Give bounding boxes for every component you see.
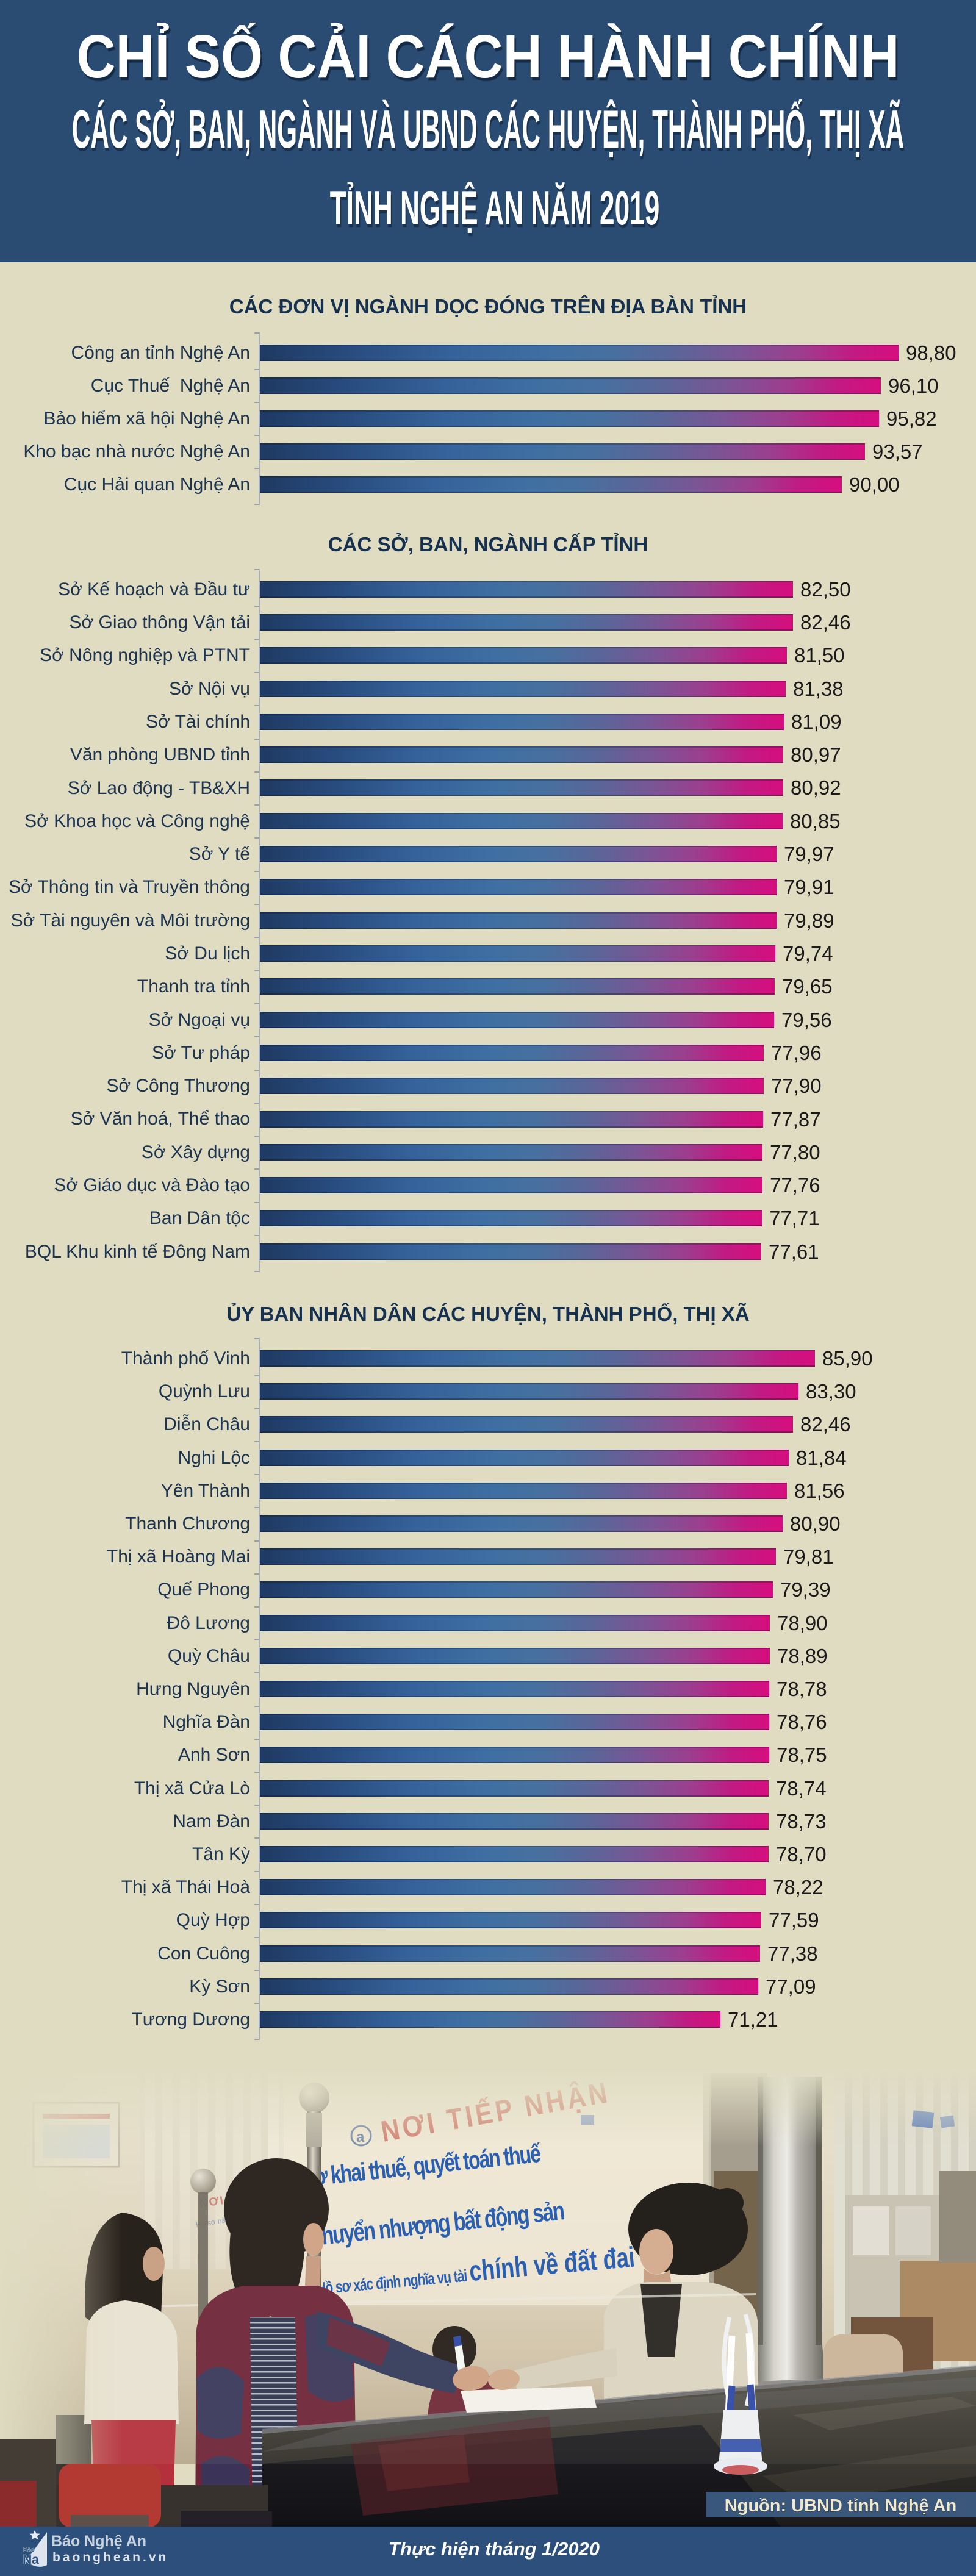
- svg-text:Nguồn: UBND tỉnh Nghệ An: Nguồn: UBND tỉnh Nghệ An: [725, 2496, 957, 2516]
- svg-text:Na: Na: [23, 2553, 39, 2567]
- svg-text:Báo: Báo: [23, 2547, 35, 2553]
